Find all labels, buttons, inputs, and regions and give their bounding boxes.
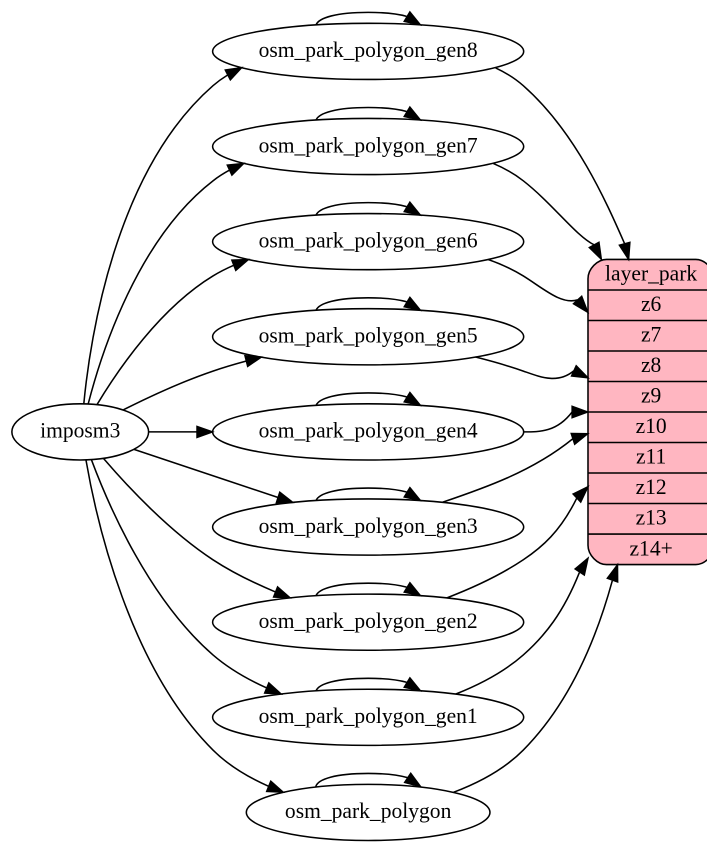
svg-text:z7: z7 bbox=[641, 323, 661, 347]
svg-text:z12: z12 bbox=[636, 475, 667, 499]
svg-text:osm_park_polygon_gen6: osm_park_polygon_gen6 bbox=[259, 228, 478, 252]
svg-text:z8: z8 bbox=[641, 353, 661, 377]
svg-text:z9: z9 bbox=[641, 384, 661, 408]
svg-text:z11: z11 bbox=[636, 445, 666, 469]
svg-text:osm_park_polygon_gen5: osm_park_polygon_gen5 bbox=[259, 324, 478, 348]
svg-text:osm_park_polygon_gen7: osm_park_polygon_gen7 bbox=[259, 133, 478, 157]
svg-text:z13: z13 bbox=[636, 506, 667, 530]
svg-text:layer_park: layer_park bbox=[605, 262, 697, 286]
svg-text:z10: z10 bbox=[636, 414, 667, 438]
svg-text:osm_park_polygon_gen2: osm_park_polygon_gen2 bbox=[259, 609, 478, 633]
svg-text:osm_park_polygon: osm_park_polygon bbox=[285, 799, 452, 823]
svg-text:osm_park_polygon_gen8: osm_park_polygon_gen8 bbox=[259, 38, 478, 62]
svg-text:z6: z6 bbox=[641, 292, 661, 316]
svg-text:osm_park_polygon_gen3: osm_park_polygon_gen3 bbox=[259, 514, 478, 538]
svg-text:imposm3: imposm3 bbox=[40, 419, 120, 443]
svg-text:osm_park_polygon_gen4: osm_park_polygon_gen4 bbox=[259, 419, 478, 443]
svg-text:z14+: z14+ bbox=[629, 536, 672, 560]
svg-text:osm_park_polygon_gen1: osm_park_polygon_gen1 bbox=[259, 704, 478, 728]
